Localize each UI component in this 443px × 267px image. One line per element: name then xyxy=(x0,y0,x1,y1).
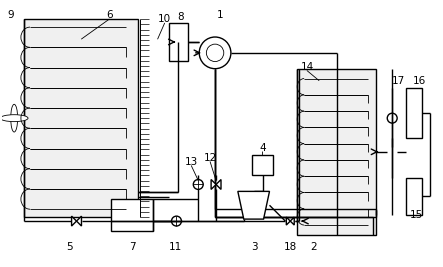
Text: 10: 10 xyxy=(158,14,171,24)
Bar xyxy=(252,155,273,175)
Circle shape xyxy=(199,37,231,69)
Ellipse shape xyxy=(0,115,28,122)
Text: 12: 12 xyxy=(203,153,217,163)
Text: 16: 16 xyxy=(413,76,427,85)
Bar xyxy=(111,199,153,231)
Text: 8: 8 xyxy=(177,12,184,22)
Circle shape xyxy=(13,117,16,120)
Text: 11: 11 xyxy=(169,242,182,252)
Text: 1: 1 xyxy=(217,10,223,20)
Text: 9: 9 xyxy=(7,10,14,20)
Circle shape xyxy=(387,113,397,123)
Text: 2: 2 xyxy=(311,242,317,252)
Circle shape xyxy=(206,44,224,62)
Text: 6: 6 xyxy=(106,10,113,20)
Text: 3: 3 xyxy=(251,242,258,252)
Bar xyxy=(297,69,377,235)
Text: 17: 17 xyxy=(392,76,405,85)
Bar xyxy=(406,88,422,138)
Polygon shape xyxy=(211,179,216,189)
Text: 7: 7 xyxy=(128,242,135,252)
Polygon shape xyxy=(286,217,290,225)
Text: 4: 4 xyxy=(259,143,266,153)
Polygon shape xyxy=(238,191,269,219)
Text: 14: 14 xyxy=(300,62,314,72)
Polygon shape xyxy=(216,179,221,189)
Ellipse shape xyxy=(11,104,18,132)
Circle shape xyxy=(193,179,203,189)
Text: 18: 18 xyxy=(284,242,297,252)
Polygon shape xyxy=(72,216,77,226)
Polygon shape xyxy=(290,217,294,225)
Bar xyxy=(24,19,138,217)
Polygon shape xyxy=(77,216,82,226)
Bar xyxy=(406,178,422,215)
Text: 5: 5 xyxy=(66,242,73,252)
Text: 13: 13 xyxy=(185,157,198,167)
Bar xyxy=(168,23,188,61)
Text: 15: 15 xyxy=(409,210,423,220)
Circle shape xyxy=(171,216,182,226)
